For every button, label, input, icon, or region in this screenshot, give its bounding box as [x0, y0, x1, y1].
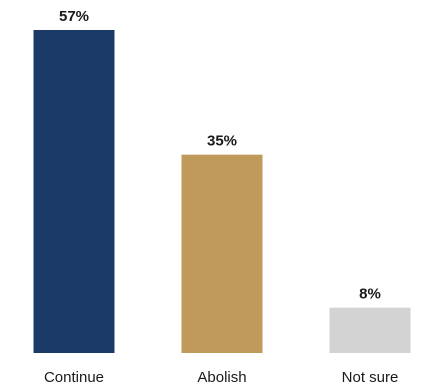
category-label-continue: Continue	[44, 369, 104, 386]
bar-abolish	[181, 154, 263, 353]
value-label-abolish: 35%	[207, 133, 237, 150]
bar-continue	[33, 30, 115, 353]
category-label-not-sure: Not sure	[342, 369, 399, 386]
category-label-abolish: Abolish	[197, 369, 246, 386]
value-label-continue: 57%	[59, 8, 89, 25]
bar-not-sure	[329, 307, 411, 353]
value-label-not-sure: 8%	[359, 286, 381, 303]
